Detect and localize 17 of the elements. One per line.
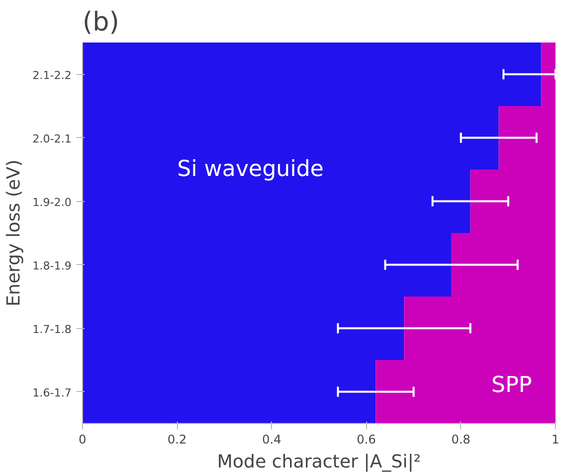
series-label: Si waveguide (177, 157, 324, 182)
x-tick-label: 0.6 (356, 432, 376, 446)
y-axis-title: Energy loss (eV) (4, 160, 25, 306)
x-tick-label: 0.2 (168, 432, 187, 446)
y-tick-label: 2.1-2.2 (32, 68, 72, 82)
x-tick-label: 1 (552, 432, 560, 446)
y-tick-label: 1.9-2.0 (32, 196, 72, 209)
y-tick-label: 1.8-1.9 (32, 259, 72, 272)
x-tick-label: 0.8 (451, 432, 470, 446)
x-tick-label: 0.4 (262, 432, 282, 446)
x-tick-label: 0 (78, 432, 86, 446)
series-label: SPP (491, 372, 532, 398)
chart-title: (b) (82, 8, 120, 38)
y-tick-label: 2.0-2.1 (32, 132, 72, 146)
x-axis-title: Mode character |A_Si|² (217, 452, 421, 472)
y-tick-label: 1.6-1.7 (32, 386, 72, 400)
y-tick-label: 1.7-1.8 (32, 322, 72, 336)
